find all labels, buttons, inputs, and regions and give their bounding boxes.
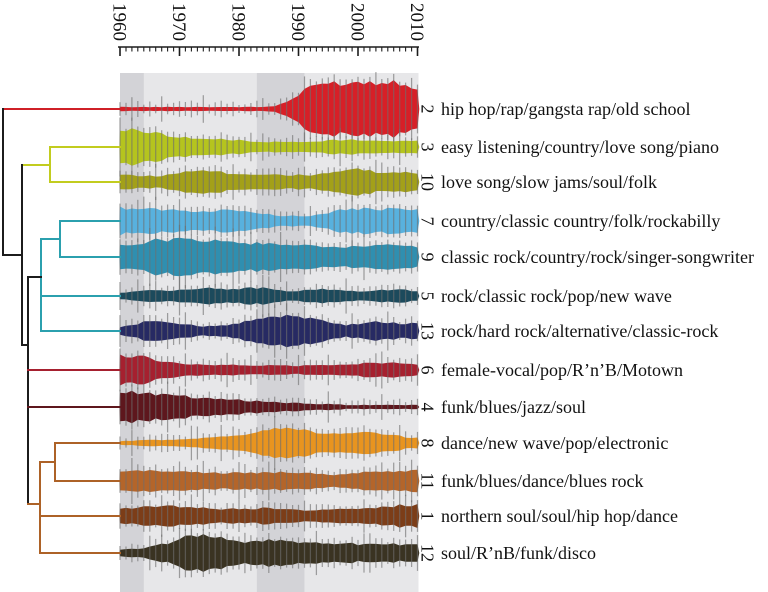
style-number-label: 8 — [418, 439, 438, 448]
style-name-label: soul/R’nB/funk/disco — [441, 543, 596, 563]
error-bars-style-3 — [119, 117, 419, 177]
error-bars-style-6 — [119, 348, 419, 392]
style-number-label: 12 — [418, 544, 438, 562]
style-name-label: rock/classic rock/pop/new wave — [441, 286, 672, 306]
style-name-label: dance/new wave/pop/electronic — [441, 433, 668, 453]
error-bars-style-2 — [119, 72, 419, 146]
style-number-label: 9 — [418, 253, 438, 262]
style-name-label: easy listening/country/love song/piano — [441, 137, 719, 157]
error-bars-style-7 — [119, 196, 419, 246]
style-name-label: rock/hard rock/alternative/classic-rock — [441, 321, 718, 341]
axis-tick-label: 2010 — [406, 3, 427, 41]
style-number-label: 7 — [418, 217, 438, 226]
error-bars-style-5 — [119, 274, 419, 318]
style-number-label: 3 — [418, 143, 438, 152]
row-labels: 2 hip hop/rap/gangsta rap/old school 3 easy… — [418, 99, 755, 563]
error-bars-style-9 — [119, 224, 419, 290]
style-name-label: country/classic country/folk/rockabilly — [441, 211, 720, 231]
style-number-label: 13 — [418, 322, 438, 340]
style-number-label: 1 — [418, 512, 438, 521]
style-streams — [119, 72, 420, 579]
style-name-label: funk/blues/dance/blues rock — [441, 471, 643, 491]
style-name-label: classic rock/country/rock/singer-songwri… — [441, 247, 754, 267]
axis-tick-label: 1970 — [168, 3, 189, 41]
axis-tick-label: 1980 — [228, 3, 249, 41]
style-name-label: northern soul/soul/hip hop/dance — [441, 506, 678, 526]
axis-tick-label: 1960 — [109, 3, 130, 41]
error-bars-style-1 — [119, 494, 419, 538]
style-number-label: 2 — [418, 105, 438, 114]
dendrogram — [2, 108, 121, 554]
error-bars-style-10 — [119, 159, 419, 205]
axis-tick-label: 1990 — [287, 3, 308, 41]
style-number-label: 6 — [418, 366, 438, 375]
style-number-label: 4 — [418, 403, 438, 412]
style-name-label: love song/slow jams/soul/folk — [441, 172, 657, 192]
year-axis: 1960 1970 1980 1990 2000 2010 — [109, 3, 427, 56]
error-bars-style-8 — [119, 416, 419, 470]
style-name-label: female-vocal/pop/R’n’B/Motown — [441, 360, 683, 380]
style-name-label: hip hop/rap/gangsta rap/old school — [441, 99, 690, 119]
axis-tick-label: 2000 — [347, 3, 368, 41]
error-bars-style-12 — [119, 527, 419, 579]
style-number-label: 10 — [418, 173, 438, 191]
style-name-label: funk/blues/jazz/soul — [441, 397, 586, 417]
style-number-label: 5 — [418, 292, 438, 301]
error-bars-style-11 — [119, 458, 419, 504]
style-number-label: 11 — [418, 472, 438, 489]
error-bars-style-13 — [119, 303, 419, 359]
